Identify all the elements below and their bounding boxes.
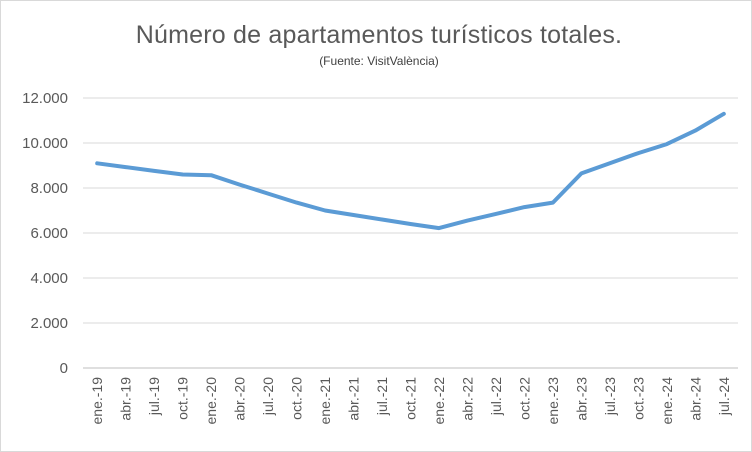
x-tick-label: oct.-19 [175,377,191,420]
y-tick-label: 0 [60,360,68,377]
x-tick-label: ene.-21 [317,377,333,425]
x-tick-label: abr.-19 [118,377,134,421]
x-tick-label: ene.-19 [89,377,105,425]
x-tick-label: abr.-24 [687,377,703,421]
y-tick-label: 12.000 [22,90,68,107]
x-tick-label: oct.-22 [516,377,532,420]
y-axis-ticks: 0 2.000 4.000 6.000 8.000 10.000 12.000 [22,90,68,377]
chart-title: Número de apartamentos turísticos totale… [135,21,623,49]
y-tick-label: 6.000 [30,225,68,242]
x-tick-label: jul.-20 [260,377,276,416]
x-tick-label: ene.-20 [203,377,219,425]
x-tick-label: jul.-19 [146,377,162,416]
x-tick-label: abr.-23 [573,377,589,421]
x-tick-label: abr.-21 [346,377,362,421]
x-tick-label: abr.-20 [232,377,248,421]
x-tick-label: abr.-22 [459,377,475,421]
y-tick-label: 2.000 [30,315,68,332]
x-tick-label: oct.-21 [403,377,419,420]
y-tick-label: 8.000 [30,180,68,197]
chart-subtitle: (Fuente: VisitValència) [319,54,439,68]
x-tick-label: oct.-23 [630,377,646,420]
y-tick-label: 10.000 [22,135,68,152]
series-line [95,111,726,231]
x-tick-label: jul.-24 [716,377,732,416]
y-tick-label: 4.000 [30,270,68,287]
x-tick-label: jul.-22 [488,377,504,416]
gridlines [83,97,738,369]
x-axis-ticks: ene.-19 abr.-19 jul.-19 oct.-19 ene.-20 abr.-… [89,377,732,425]
x-tick-label: ene.-23 [545,377,561,425]
x-tick-label: jul.-23 [602,377,618,416]
x-tick-label: ene.-22 [431,377,447,425]
x-tick-label: oct.-20 [289,377,305,420]
series-layer [95,111,726,231]
x-tick-label: jul.-21 [374,377,390,416]
x-tick-label: ene.-24 [659,377,675,425]
